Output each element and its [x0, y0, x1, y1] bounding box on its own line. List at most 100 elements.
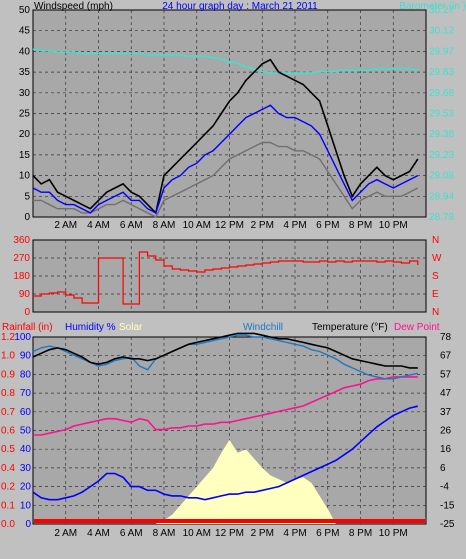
y-tick-label: 90 [20, 351, 32, 362]
x-tick-label: 8 AM [153, 528, 176, 539]
humidity-line [32, 405, 418, 501]
x-tick-label: 6 AM [120, 528, 143, 539]
y-tick-label: 0.1 [1, 500, 15, 511]
direction-grid [33, 240, 426, 312]
y-tick-label: -4 [440, 482, 449, 493]
y-tick-label: 29.68 [429, 88, 454, 99]
y-tick-label: N [432, 235, 439, 246]
y-tick-label: 6 [440, 463, 446, 474]
y-tick-label: 20 [20, 482, 32, 493]
y-tick-label: 47 [440, 388, 452, 399]
y-tick-label: 0.5 [1, 444, 15, 455]
y-tick-label: 50 [20, 426, 32, 437]
x-tick-label: 8 PM [349, 528, 372, 539]
x-tick-label: 2 PM [251, 220, 274, 231]
y-tick-label: 0 [24, 212, 30, 223]
legend-dewpoint: Dew Point [394, 322, 440, 333]
x-tick-label: 12 PM [215, 220, 244, 231]
solar-area [33, 439, 418, 524]
y-tick-label: 90 [19, 289, 31, 300]
y-tick-label: 70 [20, 388, 32, 399]
windspeed-line [32, 58, 419, 215]
y-tick-label: 0.2 [1, 482, 15, 493]
y-tick-label: 25 [19, 109, 31, 120]
y-tick-label: 100 [14, 332, 31, 343]
y-tick-label: 26 [440, 426, 452, 437]
y-tick-label: 28.79 [429, 212, 454, 223]
y-tick-label: 29.53 [429, 109, 454, 120]
legend-temperature: Temperature (°F) [312, 322, 388, 333]
direction-line [33, 251, 419, 305]
y-tick-label: 29.97 [429, 46, 454, 57]
y-tick-label: 1.0 [1, 351, 15, 362]
temperature-y-axis: -25 -15 -4 6 16 26 37 47 57 67 78 [440, 332, 455, 530]
windchill-line [32, 334, 418, 380]
temperature-series [32, 332, 418, 524]
y-tick-label: 40 [20, 444, 32, 455]
wind-grid [33, 10, 426, 217]
wind-average-line [32, 104, 419, 214]
y-tick-label: 40 [19, 46, 31, 57]
y-tick-label: 37 [440, 407, 452, 418]
y-tick-label: 60 [20, 407, 32, 418]
rainfall-y-axis: 0.0 0.1 0.2 0.4 0.5 0.6 0.7 0.8 0.9 1.0 1.2 [1, 332, 15, 530]
legend-windchill: Windchill [243, 322, 283, 333]
wind-low-line [33, 141, 419, 218]
y-tick-label: 16 [440, 444, 452, 455]
y-tick-label: 10 [19, 171, 31, 182]
y-tick-label: 30.12 [429, 26, 454, 37]
y-tick-label: 57 [440, 369, 452, 380]
y-tick-label: 1.2 [1, 332, 15, 343]
y-tick-label: 28.94 [429, 191, 454, 202]
y-tick-label: 29.83 [429, 67, 454, 78]
x-tick-label: 6 AM [120, 220, 143, 231]
x-tick-label: 6 PM [316, 528, 339, 539]
x-tick-label: 2 AM [54, 220, 77, 231]
y-tick-label: 0 [25, 519, 31, 530]
wind-y-axis: 0 5 10 15 20 25 30 35 40 45 50 [19, 5, 31, 223]
x-tick-label: 10 AM [183, 220, 211, 231]
temperature-line [32, 332, 418, 369]
x-tick-label: 4 AM [87, 528, 110, 539]
barometer-label: Barometer (in ) [399, 1, 466, 12]
barometer-line [32, 48, 418, 74]
y-tick-label: 29.08 [429, 171, 454, 182]
temperature-x-axis: 2 AM 4 AM 6 AM 8 AM 10 AM 12 PM 2 PM 4 PM 6 PM 8 … [54, 528, 407, 539]
y-tick-label: 0.9 [1, 369, 15, 380]
y-tick-label: 0.7 [1, 407, 15, 418]
y-tick-label: 78 [440, 332, 452, 343]
y-tick-label: 0.6 [1, 426, 15, 437]
temperature-grid [33, 337, 426, 524]
y-tick-label: 180 [13, 271, 30, 282]
direction-series [33, 251, 419, 305]
y-tick-label: 0.4 [1, 463, 15, 474]
y-tick-label: 80 [20, 369, 32, 380]
y-tick-label: 67 [440, 351, 452, 362]
y-tick-label: 30 [20, 463, 32, 474]
x-tick-label: 10 PM [379, 220, 408, 231]
y-tick-label: -15 [440, 500, 455, 511]
y-tick-label: W [432, 253, 442, 264]
x-tick-label: 6 PM [316, 220, 339, 231]
y-tick-label: 0 [24, 307, 30, 318]
y-tick-label: -25 [440, 519, 455, 530]
x-tick-label: 4 AM [87, 220, 110, 231]
y-tick-label: 50 [19, 5, 31, 16]
y-tick-label: 0.0 [1, 519, 15, 530]
x-tick-label: 12 PM [215, 528, 244, 539]
x-tick-label: 10 PM [379, 528, 408, 539]
x-tick-label: 8 PM [349, 220, 372, 231]
y-tick-label: S [432, 271, 439, 282]
y-tick-label: 29.23 [429, 150, 454, 161]
y-tick-label: 10 [20, 500, 32, 511]
y-tick-label: 0.8 [1, 388, 15, 399]
graph-title: 24 hour graph day : March 21 2011 [162, 1, 318, 12]
x-tick-label: 4 PM [283, 528, 306, 539]
barometer-y-axis: 28.79 28.94 29.08 29.23 29.38 29.53 29.68 29.83… [429, 5, 454, 223]
wind-series [32, 48, 419, 218]
x-tick-label: 8 AM [153, 220, 176, 231]
rainfall-bar [34, 519, 425, 523]
dewpoint-line [33, 376, 418, 436]
y-tick-label: E [432, 289, 439, 300]
